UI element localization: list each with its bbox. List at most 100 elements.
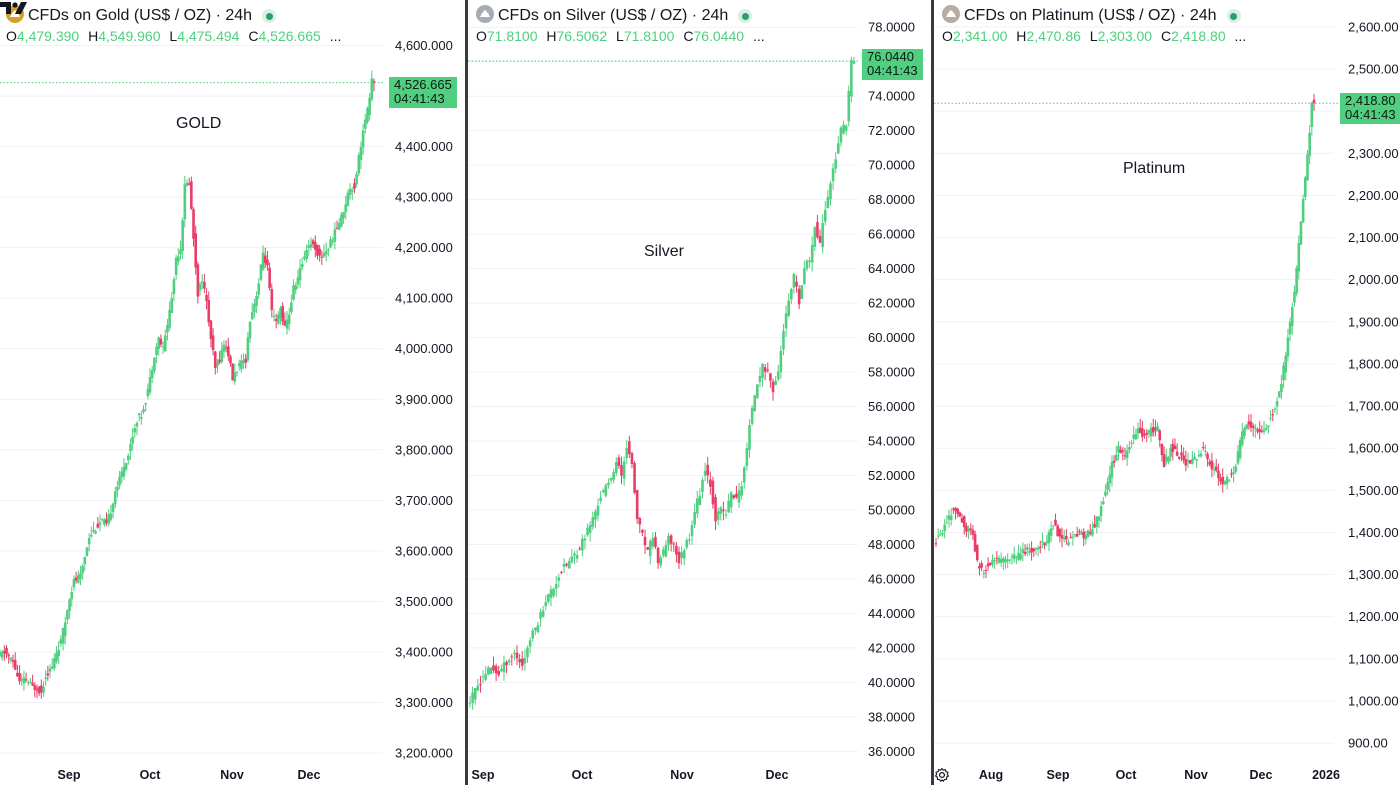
candle-body bbox=[1304, 177, 1307, 198]
candle-body bbox=[766, 369, 770, 371]
candle-body bbox=[586, 527, 589, 536]
candle-body bbox=[782, 330, 785, 350]
candle-body bbox=[1075, 533, 1079, 537]
candle-body bbox=[1245, 424, 1248, 430]
candle-body bbox=[1214, 466, 1218, 471]
candle-body bbox=[316, 244, 319, 256]
candle-body bbox=[1262, 429, 1266, 432]
platinum-ohlc-more[interactable]: ... bbox=[1234, 28, 1247, 44]
candle-body bbox=[581, 538, 584, 551]
candle-body bbox=[936, 535, 940, 537]
platinum-last-price: 2,418.80 bbox=[1345, 93, 1396, 108]
candle-body bbox=[991, 559, 994, 565]
silver-chart[interactable]: 36.0000 38.0000 40.0000 42.0000 44.0000 46.00… bbox=[468, 0, 932, 785]
tradingview-logo-icon[interactable] bbox=[0, 0, 32, 16]
silver-low: 71.8100 bbox=[623, 28, 675, 44]
candle-body bbox=[1099, 506, 1103, 517]
platinum-close: 2,418.80 bbox=[1171, 28, 1226, 44]
candle-body bbox=[135, 423, 139, 427]
candle-body bbox=[986, 563, 990, 567]
candle-body bbox=[181, 220, 184, 252]
candle-body bbox=[844, 125, 848, 131]
candle-body bbox=[839, 127, 843, 143]
candle-body bbox=[774, 380, 777, 385]
candle-body bbox=[1156, 426, 1159, 432]
candle-body bbox=[259, 264, 263, 280]
candle-body bbox=[1238, 439, 1242, 459]
silver-ohlc: O71.8100 H76.5062 L71.8100 C76.0440 ... bbox=[476, 28, 765, 44]
candle-body bbox=[305, 249, 308, 260]
platinum-ohlc: O2,341.00 H2,470.86 L2,303.00 C2,418.80 … bbox=[942, 28, 1247, 44]
panel-divider-1[interactable] bbox=[465, 0, 468, 785]
candle-body bbox=[246, 337, 250, 361]
gold-ohlc-more[interactable]: ... bbox=[329, 28, 342, 44]
candle-body bbox=[13, 659, 17, 670]
candle-body bbox=[318, 248, 321, 256]
candle-body bbox=[7, 654, 10, 657]
candle-body bbox=[526, 647, 529, 658]
candle-body bbox=[296, 277, 300, 285]
candle-body bbox=[113, 491, 117, 504]
panel-divider-2[interactable] bbox=[931, 0, 934, 785]
silver-ohlc-more[interactable]: ... bbox=[752, 28, 765, 44]
candle-body bbox=[969, 528, 973, 531]
y-tick-label: 1,100.00 bbox=[1348, 651, 1399, 666]
gold-title[interactable]: CFDs on Gold (US$ / OZ) · 24h bbox=[28, 7, 253, 24]
platinum-chart[interactable]: 900.00 1,000.00 1,100.00 1,200.00 1,300.00 1,… bbox=[934, 0, 1400, 785]
candle-body bbox=[1286, 337, 1290, 357]
candle-body bbox=[729, 492, 733, 508]
candle-body bbox=[614, 462, 618, 473]
candle-body bbox=[350, 190, 354, 192]
candle-body bbox=[810, 245, 814, 263]
x-tick-label: Sep bbox=[58, 768, 81, 782]
candle-body bbox=[651, 538, 655, 547]
candle-body bbox=[337, 223, 341, 230]
candle-body bbox=[1086, 530, 1090, 538]
candle-body bbox=[1269, 417, 1272, 419]
candle-body bbox=[157, 337, 161, 349]
gear-icon[interactable] bbox=[934, 767, 950, 783]
platinum-title[interactable]: CFDs on Platinum (US$ / OZ) · 24h bbox=[964, 7, 1217, 24]
gold-chart[interactable]: 3,200.000 3,300.000 3,400.000 3,500.000 3,60… bbox=[0, 0, 466, 785]
silver-title[interactable]: CFDs on Silver (US$ / OZ) · 24h bbox=[498, 7, 729, 24]
candle-body bbox=[0, 651, 4, 658]
silver-chart-label: Silver bbox=[644, 243, 685, 260]
y-tick-label: 1,700.00 bbox=[1348, 399, 1399, 414]
y-tick-label: 1,300.00 bbox=[1348, 567, 1399, 582]
candle-body bbox=[656, 547, 660, 563]
candle-body bbox=[285, 319, 289, 329]
candle-body bbox=[1254, 427, 1257, 429]
platinum-title-row: CFDs on Platinum (US$ / OZ) · 24h bbox=[942, 5, 1241, 27]
candle-body bbox=[250, 312, 254, 320]
candle-body bbox=[750, 407, 754, 424]
candle-body bbox=[174, 257, 178, 276]
candle-body bbox=[995, 557, 999, 559]
candle-body bbox=[1121, 450, 1125, 452]
candle-body bbox=[207, 299, 211, 323]
candle-body bbox=[1130, 442, 1133, 444]
candle-body bbox=[1004, 558, 1007, 563]
candle-body bbox=[159, 338, 163, 345]
candle-body bbox=[1043, 542, 1046, 546]
candle-body bbox=[1236, 451, 1240, 464]
platinum-high: 2,470.86 bbox=[1026, 28, 1081, 44]
candle-body bbox=[609, 477, 613, 481]
y-tick-label: 64.0000 bbox=[868, 261, 915, 276]
candle-body bbox=[1054, 519, 1057, 526]
candle-body bbox=[1091, 529, 1094, 536]
candle-body bbox=[617, 457, 621, 466]
candle-body bbox=[943, 524, 946, 532]
y-tick-label: 3,900.000 bbox=[395, 392, 453, 407]
candle-body bbox=[248, 321, 252, 339]
candle-body bbox=[1277, 391, 1281, 398]
y-tick-label: 3,600.000 bbox=[395, 543, 453, 558]
candle-body bbox=[153, 357, 156, 371]
candle-body bbox=[231, 363, 234, 381]
candle-body bbox=[578, 548, 582, 550]
candle-body bbox=[792, 273, 796, 288]
candle-body bbox=[628, 441, 631, 455]
candle-body bbox=[761, 363, 764, 378]
candle-body bbox=[659, 557, 662, 566]
candle-body bbox=[476, 685, 480, 691]
y-tick-label: 54.0000 bbox=[868, 434, 915, 449]
